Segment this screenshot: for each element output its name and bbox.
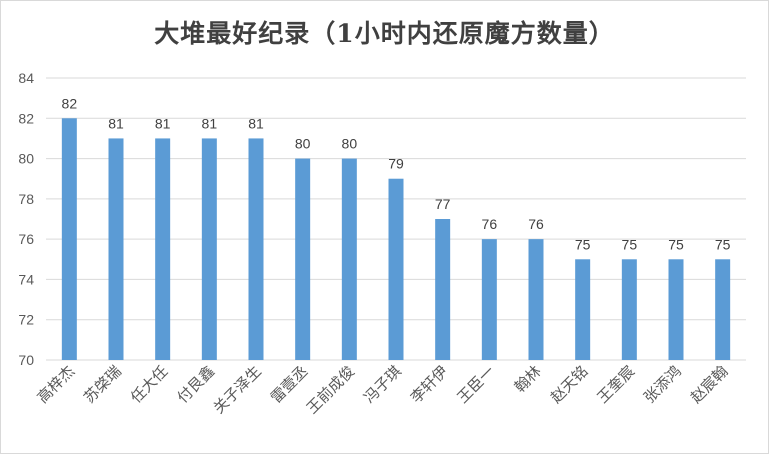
x-tick-label: 苏棨瑞 [80, 362, 125, 407]
x-tick-label: 雷壹丞 [267, 362, 312, 407]
x-tick-label: 关子泽生 [210, 362, 265, 417]
x-tick-label: 张添鸿 [640, 362, 685, 407]
bar [388, 178, 404, 360]
y-tick-label: 80 [18, 151, 34, 167]
data-label: 75 [622, 236, 638, 252]
x-tick-label: 任大任 [127, 362, 172, 407]
x-tick-label: 王前成俊 [303, 362, 358, 417]
bar [715, 259, 731, 360]
x-tick-label: 付艮鑫 [174, 362, 219, 407]
data-label: 80 [342, 136, 358, 152]
bar [621, 259, 637, 360]
data-label: 81 [155, 115, 171, 131]
data-label: 80 [295, 136, 311, 152]
bar [481, 239, 497, 360]
x-tick-label: 赵天铭 [547, 362, 592, 407]
x-tick-label: 高梓杰 [34, 362, 79, 407]
x-tick-label: 王臣一 [454, 362, 499, 407]
bar [108, 138, 124, 360]
bar [155, 138, 171, 360]
bar [575, 259, 591, 360]
bar [341, 158, 357, 360]
bar [295, 158, 311, 360]
y-tick-label: 74 [18, 271, 34, 287]
data-label: 75 [575, 236, 591, 252]
data-label: 76 [528, 216, 544, 232]
y-tick-label: 72 [18, 312, 34, 328]
bar [201, 138, 217, 360]
y-tick-label: 84 [18, 70, 34, 86]
data-label: 82 [62, 95, 78, 111]
bar [668, 259, 684, 360]
x-tick-label: 王奎宸 [594, 362, 639, 407]
y-tick-label: 70 [18, 352, 34, 368]
data-label: 75 [715, 236, 731, 252]
y-tick-label: 76 [18, 231, 34, 247]
y-tick-label: 78 [18, 191, 34, 207]
data-label: 77 [435, 196, 451, 212]
data-label: 76 [482, 216, 498, 232]
bar [528, 239, 544, 360]
data-label: 81 [108, 115, 124, 131]
data-label: 81 [202, 115, 218, 131]
chart-title: 大堆最好纪录（1小时内还原魔方数量） [154, 19, 615, 48]
x-tick-label: 冯子琪 [360, 362, 405, 407]
bar [61, 118, 77, 361]
data-label: 75 [668, 236, 684, 252]
y-tick-label: 82 [18, 110, 34, 126]
x-tick-label: 翰林 [511, 362, 545, 396]
data-label: 79 [388, 156, 404, 172]
x-tick-label: 李轩伊 [407, 362, 452, 407]
data-label: 81 [248, 115, 264, 131]
bar [435, 219, 451, 360]
bar [248, 138, 264, 360]
x-tick-label: 赵宸翰 [687, 362, 732, 407]
